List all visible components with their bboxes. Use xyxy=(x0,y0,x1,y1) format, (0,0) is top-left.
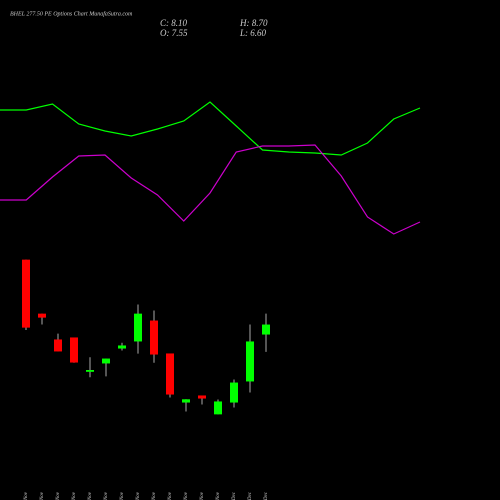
x-tick-label: 28 Nov xyxy=(200,491,205,500)
x-tick-label: 12 Nov xyxy=(40,491,45,500)
candle-body xyxy=(70,337,78,363)
candle-body xyxy=(182,399,190,403)
open-label: O: 7.55 xyxy=(160,28,188,38)
indicator-line xyxy=(0,144,421,235)
x-tick-label: 29 Nov xyxy=(216,491,221,500)
low-label: L: 6.60 xyxy=(239,28,267,38)
candle-body xyxy=(134,313,142,342)
x-tick-label: 22 Nov xyxy=(136,491,141,500)
x-tick-label: 26 Nov xyxy=(168,491,173,500)
x-tick-label: 04 Dec xyxy=(264,491,269,500)
x-tick-label: 02 Dec xyxy=(232,491,237,500)
x-tick-label: 11 Nov xyxy=(24,491,29,500)
x-tick-label: 18 Nov xyxy=(88,491,93,500)
candle-body xyxy=(38,313,46,318)
x-tick-label: 27 Nov xyxy=(184,491,189,500)
candle-body xyxy=(118,345,126,349)
candle-body xyxy=(102,358,110,364)
x-tick-label: 21 Nov xyxy=(120,491,125,500)
candle-body xyxy=(54,339,62,352)
indicator-line xyxy=(0,101,421,156)
candle-body xyxy=(246,341,254,382)
candle-body xyxy=(198,395,206,399)
candle-body xyxy=(166,353,174,395)
high-label: H: 8.70 xyxy=(239,18,268,28)
candle-body xyxy=(22,259,30,328)
x-tick-label: 19 Nov xyxy=(104,491,109,500)
x-tick-label: 25 Nov xyxy=(152,491,157,500)
close-label: C: 8.10 xyxy=(160,18,188,28)
chart-title: BHEL 277.50 PE Options Chart MunafaSutra… xyxy=(10,10,133,17)
candle-body xyxy=(214,401,222,415)
x-tick-label: 03 Dec xyxy=(248,491,253,500)
candle-body xyxy=(230,382,238,403)
candle-body xyxy=(86,370,94,372)
candle-body xyxy=(262,324,270,335)
x-tick-label: 14 Nov xyxy=(72,491,77,500)
x-tick-label: 13 Nov xyxy=(56,491,61,500)
candle-body xyxy=(150,320,158,355)
